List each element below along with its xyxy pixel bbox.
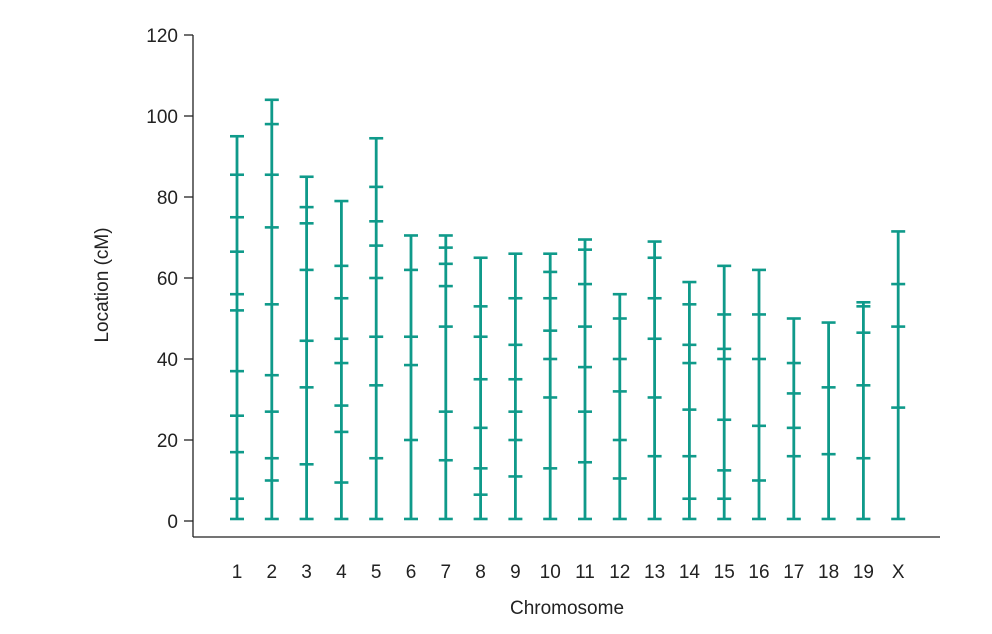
x-tick-label: 17 [783, 562, 804, 583]
x-tick-label: 4 [336, 562, 347, 583]
x-tick-label: 2 [267, 562, 278, 583]
y-tick-label: 80 [157, 188, 178, 209]
chromosome-5 [369, 136, 384, 521]
x-tick-label: X [892, 562, 905, 583]
x-tick-label: 13 [644, 562, 665, 583]
chromosome-X [891, 230, 906, 521]
chromosome-1 [230, 134, 244, 521]
chromosome-2 [264, 98, 279, 521]
y-tick-label: 60 [157, 269, 178, 290]
chromosome-3 [299, 175, 314, 521]
chromosome-12 [612, 292, 627, 521]
x-tick-label: 15 [714, 562, 735, 583]
x-tick-label: 8 [475, 562, 486, 583]
chromosome-6 [404, 234, 418, 521]
x-tick-label: 12 [609, 562, 630, 583]
chromosome-4 [334, 199, 349, 521]
chromosome-17 [786, 317, 801, 521]
x-tick-label: 14 [679, 562, 701, 583]
x-tick-label: 3 [301, 562, 312, 583]
y-tick-label: 20 [157, 431, 178, 452]
chromosome-16 [752, 268, 766, 521]
x-axis-title: Chromosome [510, 598, 624, 619]
chromosome-15 [717, 264, 732, 521]
x-tick-label: 7 [441, 562, 452, 583]
y-tick-label: 0 [167, 512, 178, 533]
x-labels: 1 2 3 4 5 6 7 8 9 10 11 12 13 14 15 16 17 18 19 X [232, 562, 905, 583]
chromosome-8 [473, 256, 488, 521]
x-tick-label: 6 [406, 562, 417, 583]
chromosome-13 [647, 240, 662, 521]
chromosome-series [230, 98, 906, 521]
chromosome-19 [856, 300, 871, 521]
y-tick-label: 120 [146, 26, 178, 47]
x-tick-label: 11 [575, 562, 595, 583]
chromosome-18 [821, 321, 836, 521]
chromosome-7 [438, 234, 453, 521]
chromosome-14 [682, 280, 697, 521]
y-tick-label: 40 [157, 350, 178, 371]
chromosome-10 [543, 252, 558, 521]
chromosome-11 [578, 238, 592, 521]
x-tick-label: 16 [748, 562, 769, 583]
x-tick-label: 10 [540, 562, 561, 583]
chromosome-9 [508, 252, 523, 521]
y-ticks: 0 20 40 60 80 100 120 [146, 26, 193, 533]
x-tick-label: 9 [510, 562, 521, 583]
x-tick-label: 18 [818, 562, 839, 583]
x-tick-label: 19 [853, 562, 874, 583]
y-axis-title: Location (cM) [92, 227, 113, 342]
x-tick-label: 5 [371, 562, 382, 583]
x-tick-label: 1 [232, 562, 243, 583]
y-tick-label: 100 [146, 107, 178, 128]
